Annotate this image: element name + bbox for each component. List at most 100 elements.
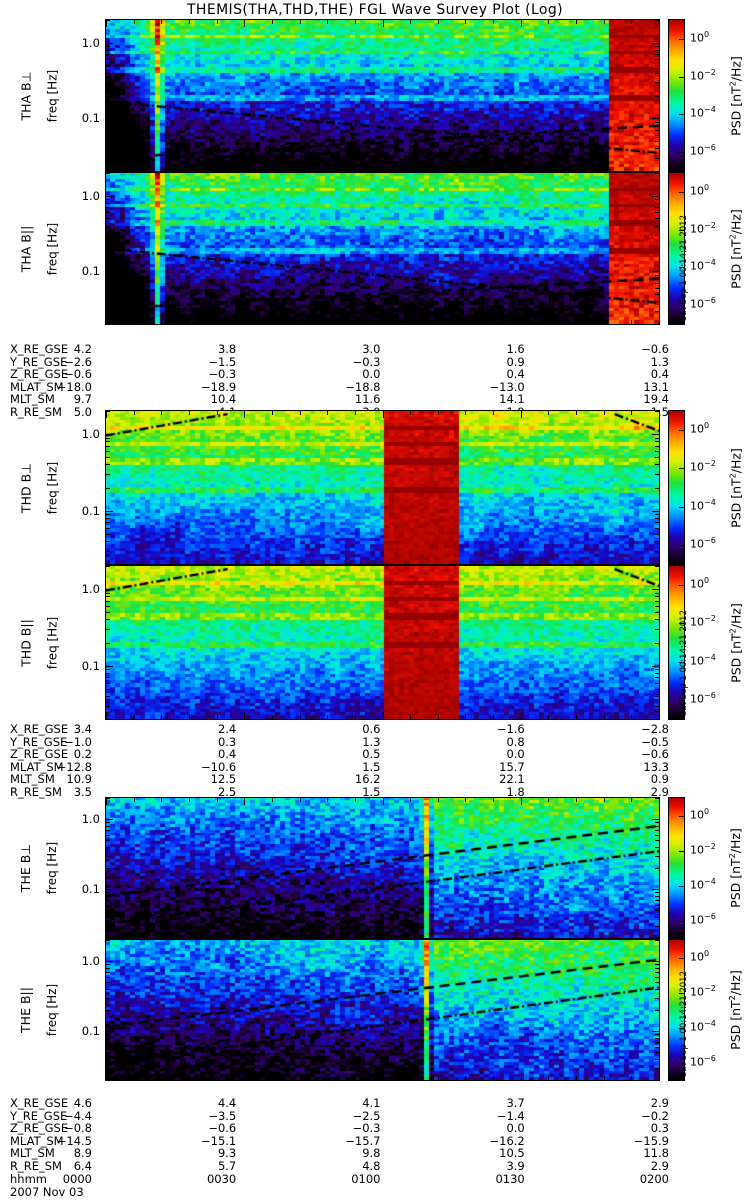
- colorbar[interactable]: [668, 565, 685, 720]
- ephemeris-row-label: R_RE_SM: [10, 1158, 62, 1173]
- freq-axis-title: freq [Hz]: [45, 983, 59, 1037]
- freq-tick-label: 0.1: [81, 503, 100, 518]
- ephemeris-row: Y_RE_GSE −2.6 −1.5 −0.3 0.9 1.3: [0, 354, 750, 369]
- ephemeris-value: −15.9: [633, 1133, 669, 1148]
- ephemeris-value: 13.3: [643, 759, 669, 774]
- spectrogram-tha-bpara[interactable]: [105, 172, 660, 325]
- ephemeris-value: 22.1: [499, 772, 525, 787]
- ephemeris-row: X_RE_GSE 4.2 3.8 3.0 1.6 −0.6: [0, 343, 750, 356]
- freq-tick-label: 1.0: [81, 954, 100, 969]
- spectrogram-canvas: [106, 798, 659, 938]
- ephemeris-value: 0.3: [217, 734, 237, 749]
- colorbar-axis-title: PSD [nT2/Hz]: [728, 602, 744, 683]
- ephemeris-row: MLAT_SM −14.5 −15.1 −15.7 −16.2 −15.9: [0, 1135, 750, 1148]
- ephemeris-value: 1.6: [506, 342, 525, 356]
- colorbar-tick-label: 100: [690, 948, 710, 964]
- colorbar-tick-label: 10−4: [690, 1018, 716, 1034]
- freq-axis-title: freq [Hz]: [45, 461, 59, 514]
- colorbar-axis-title: PSD [nT2/Hz]: [728, 55, 744, 136]
- ephemeris-row-label: MLT_SM: [10, 1146, 55, 1161]
- ephemeris-value: −13.0: [489, 379, 525, 394]
- ephemeris-value: 3.4: [73, 722, 92, 736]
- ephemeris-value: 4.8: [362, 1158, 381, 1173]
- ephemeris-value: 1.5: [362, 759, 381, 774]
- ephemeris-value: 0.6: [362, 722, 381, 736]
- ephemeris-value: 10.4: [210, 392, 237, 407]
- ephemeris-row-label: Y_RE_GSE: [10, 1108, 68, 1123]
- time-axis-tick-label: 0200: [639, 1171, 669, 1186]
- ephemeris-row-label: X_RE_GSE: [10, 342, 69, 356]
- ephemeris-row-label: MLAT_SM: [10, 759, 64, 774]
- ephemeris-value: 0.5: [362, 747, 381, 762]
- panel-label-tha-bpara: THA B||: [18, 225, 33, 272]
- ephemeris-value: −1.6: [496, 722, 525, 736]
- panel-label-thd-bpara: THD B||: [18, 618, 33, 667]
- ephemeris-value: −15.7: [345, 1133, 381, 1148]
- colorbar-axis-title: PSD [nT2/Hz]: [728, 447, 744, 528]
- ephemeris-value: 0.4: [217, 747, 237, 762]
- spectrogram-the-bpara[interactable]: [105, 939, 660, 1081]
- colorbar-tick-label: 10−6: [690, 1053, 716, 1069]
- colorbar[interactable]: [668, 19, 685, 172]
- ephemeris-value: 14.1: [499, 392, 525, 407]
- ephemeris-value: −2.6: [64, 354, 92, 369]
- ephemeris-value: −0.3: [352, 354, 381, 369]
- ephemeris-value: −0.2: [641, 1108, 669, 1123]
- ephemeris-value: 2.9: [650, 1158, 669, 1173]
- ephemeris-value: −18.9: [201, 379, 237, 394]
- colorbar[interactable]: [668, 939, 685, 1081]
- ephemeris-value: 5.0: [73, 404, 92, 419]
- freq-tick-label: 1.0: [81, 582, 100, 597]
- colorbar-tick-label: 10−2: [690, 841, 716, 857]
- ephemeris-row: Y_RE_GSE −1.0 0.3 1.3 0.8 −0.5: [0, 734, 750, 749]
- ephemeris-value: 4.4: [217, 1096, 237, 1110]
- ephemeris-value: −4.4: [64, 1108, 92, 1123]
- ephemeris-value: −18.8: [345, 379, 381, 394]
- ephemeris-row-label: Y_RE_GSE: [10, 734, 68, 749]
- ephemeris-value: 3.5: [73, 784, 92, 799]
- ephemeris-value: 4.6: [73, 1096, 92, 1110]
- colorbar-tick-label: 10−2: [690, 220, 716, 236]
- ephemeris-row: Y_RE_GSE −4.4 −3.5 −2.5 −1.4 −0.2: [0, 1108, 750, 1123]
- ephemeris-value: 3.0: [362, 342, 381, 356]
- time-axis-tick-label: 0130: [495, 1171, 525, 1186]
- spectrogram-tha-bperp[interactable]: [105, 19, 660, 172]
- ephemeris-value: 0.0: [362, 367, 381, 382]
- ephemeris-row-label: X_RE_GSE: [10, 1096, 69, 1110]
- ephemeris-row-label: Z_RE_GSE: [10, 747, 69, 762]
- time-axis-row: hhmm 0000 0030 0100 0130 0200: [0, 1171, 750, 1186]
- spectrogram-thd-bperp[interactable]: [105, 410, 660, 565]
- colorbar-tick-label: 10−6: [690, 296, 716, 311]
- freq-tick-label: 1.0: [81, 35, 100, 50]
- colorbar-tick-label: 10−4: [690, 652, 716, 668]
- spectrogram-the-bperp[interactable]: [105, 797, 660, 939]
- spectrogram-canvas: [106, 566, 659, 719]
- ephemeris-row-label: Z_RE_GSE: [10, 367, 69, 382]
- spectrogram-canvas: [106, 20, 659, 171]
- ephemeris-row: X_RE_GSE 4.6 4.4 4.1 3.7 2.9: [0, 1097, 750, 1110]
- colorbar-tick-label: 10−2: [690, 67, 716, 83]
- spectrogram-thd-bpara[interactable]: [105, 565, 660, 720]
- colorbar[interactable]: [668, 410, 685, 565]
- ephemeris-value: 8.9: [73, 1146, 92, 1161]
- ephemeris-row-label: MLAT_SM: [10, 379, 64, 394]
- colorbar-tick-label: 10−4: [690, 258, 716, 274]
- ephemeris-row: MLAT_SM −12.8 −10.6 1.5 15.7 13.3: [0, 761, 750, 774]
- ephemeris-value: 0.9: [650, 772, 669, 787]
- time-axis-tick-label: 0030: [206, 1171, 237, 1186]
- ephemeris-row: Z_RE_GSE −0.8 −0.6 −0.3 0.0 0.3: [0, 1122, 750, 1135]
- freq-tick-label: 0.1: [81, 658, 100, 673]
- colorbar[interactable]: [668, 797, 685, 939]
- ephemeris-value: −16.2: [489, 1133, 525, 1148]
- colorbar-tick-label: 100: [690, 182, 710, 198]
- freq-tick-label: 1.0: [81, 188, 100, 203]
- ephemeris-row: X_RE_GSE 3.4 2.4 0.6 −1.6 −2.8: [0, 723, 750, 736]
- ephemeris-value: 0.0: [506, 747, 525, 762]
- ephemeris-value: 0.4: [506, 367, 525, 382]
- ephemeris-value: 19.4: [643, 392, 669, 407]
- colorbar[interactable]: [668, 172, 685, 325]
- ephemeris-value: −14.5: [56, 1133, 92, 1148]
- colorbar-tick-label: 10−4: [690, 497, 716, 513]
- ephemeris-value: −3.5: [208, 1108, 237, 1123]
- freq-tick-label: 1.0: [81, 812, 100, 827]
